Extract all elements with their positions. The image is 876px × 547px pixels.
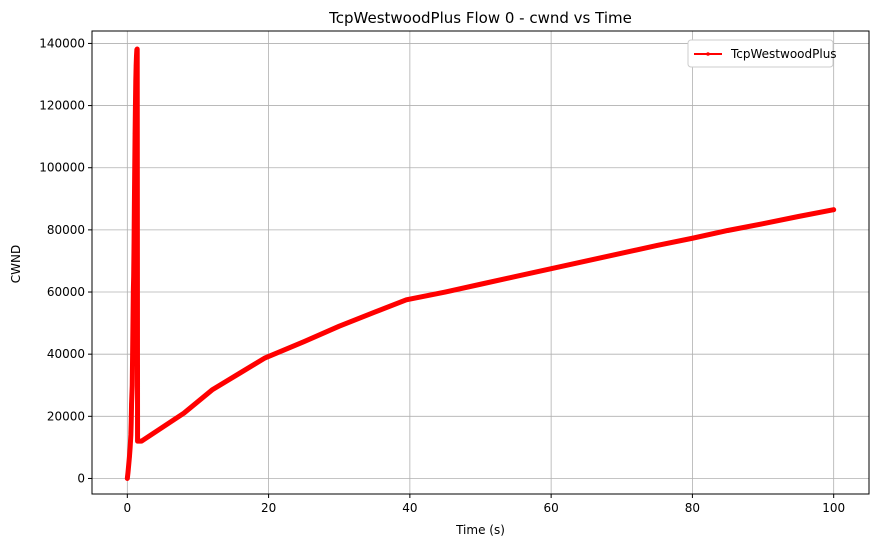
- legend-marker: [706, 52, 710, 56]
- y-tick-label: 80000: [47, 223, 85, 237]
- y-tick-label: 0: [77, 471, 85, 485]
- data-point: [135, 438, 140, 444]
- x-tick-label: 0: [123, 501, 131, 515]
- data-point: [131, 274, 136, 279]
- data-point: [131, 243, 137, 248]
- data-point: [129, 401, 134, 407]
- x-tick-label: 60: [543, 501, 558, 515]
- data-point: [135, 46, 140, 52]
- data-point: [442, 289, 448, 295]
- data-point: [125, 470, 131, 475]
- data-point: [133, 103, 138, 108]
- data-point: [130, 383, 135, 388]
- data-point: [181, 411, 187, 416]
- x-tick-label: 20: [261, 501, 276, 515]
- data-point: [125, 476, 130, 481]
- plot-background: [92, 31, 869, 494]
- data-point: [760, 221, 766, 226]
- data-point: [513, 274, 519, 279]
- data-point: [584, 258, 589, 264]
- chart-title: TcpWestwoodPlus Flow 0 - cwnd vs Time: [328, 9, 632, 27]
- data-point: [548, 266, 554, 271]
- data-point: [130, 320, 136, 326]
- plot-frame: [91, 30, 870, 495]
- x-tick-label: 100: [822, 501, 845, 515]
- data-point: [127, 445, 133, 450]
- data-point: [130, 351, 135, 357]
- legend: TcpWestwoodPlus: [687, 39, 837, 68]
- data-point: [337, 324, 342, 329]
- y-axis-title: CWND: [9, 245, 23, 283]
- data-point: [209, 387, 215, 393]
- data-point: [238, 370, 243, 376]
- series-layer: [124, 46, 837, 481]
- data-point: [132, 165, 137, 170]
- data-point: [372, 310, 377, 315]
- data-point: [262, 355, 268, 361]
- data-point: [478, 282, 483, 287]
- data-point: [160, 424, 165, 430]
- y-tick-label: 120000: [39, 99, 85, 113]
- data-point: [133, 62, 139, 68]
- x-axis-title: Time (s): [455, 523, 505, 537]
- data-point: [129, 420, 134, 425]
- data-point: [134, 53, 139, 59]
- series-line: [124, 46, 837, 481]
- data-point: [690, 236, 695, 241]
- data-point: [654, 243, 660, 248]
- y-tick-label: 140000: [39, 36, 85, 50]
- data-point: [139, 438, 144, 444]
- data-point: [131, 289, 136, 295]
- x-tick-label: 40: [402, 501, 417, 515]
- legend-label: TcpWestwoodPlus: [730, 47, 837, 61]
- plot-area: [91, 30, 870, 495]
- x-tick-label: 80: [685, 501, 700, 515]
- data-point: [301, 339, 307, 344]
- y-tick-label: 20000: [47, 409, 85, 423]
- data-point: [126, 462, 131, 467]
- legend-box: [687, 39, 834, 68]
- data-point: [128, 432, 134, 438]
- data-point: [619, 250, 624, 256]
- y-tick-label: 40000: [47, 347, 85, 361]
- y-tick-label: 60000: [47, 285, 85, 299]
- data-point: [132, 202, 137, 208]
- x-axis: 0 20 40 60 80 100: [123, 494, 845, 515]
- data-point: [725, 228, 730, 233]
- y-tick-label: 100000: [39, 161, 85, 175]
- y-axis: 0 20000 40000 60000 80000 100000 120000 140000: [39, 36, 92, 485]
- data-point: [796, 214, 801, 219]
- data-point: [127, 454, 132, 459]
- data-point: [132, 131, 138, 136]
- data-point: [831, 207, 836, 212]
- data-point: [404, 297, 409, 302]
- data-point: [133, 78, 138, 83]
